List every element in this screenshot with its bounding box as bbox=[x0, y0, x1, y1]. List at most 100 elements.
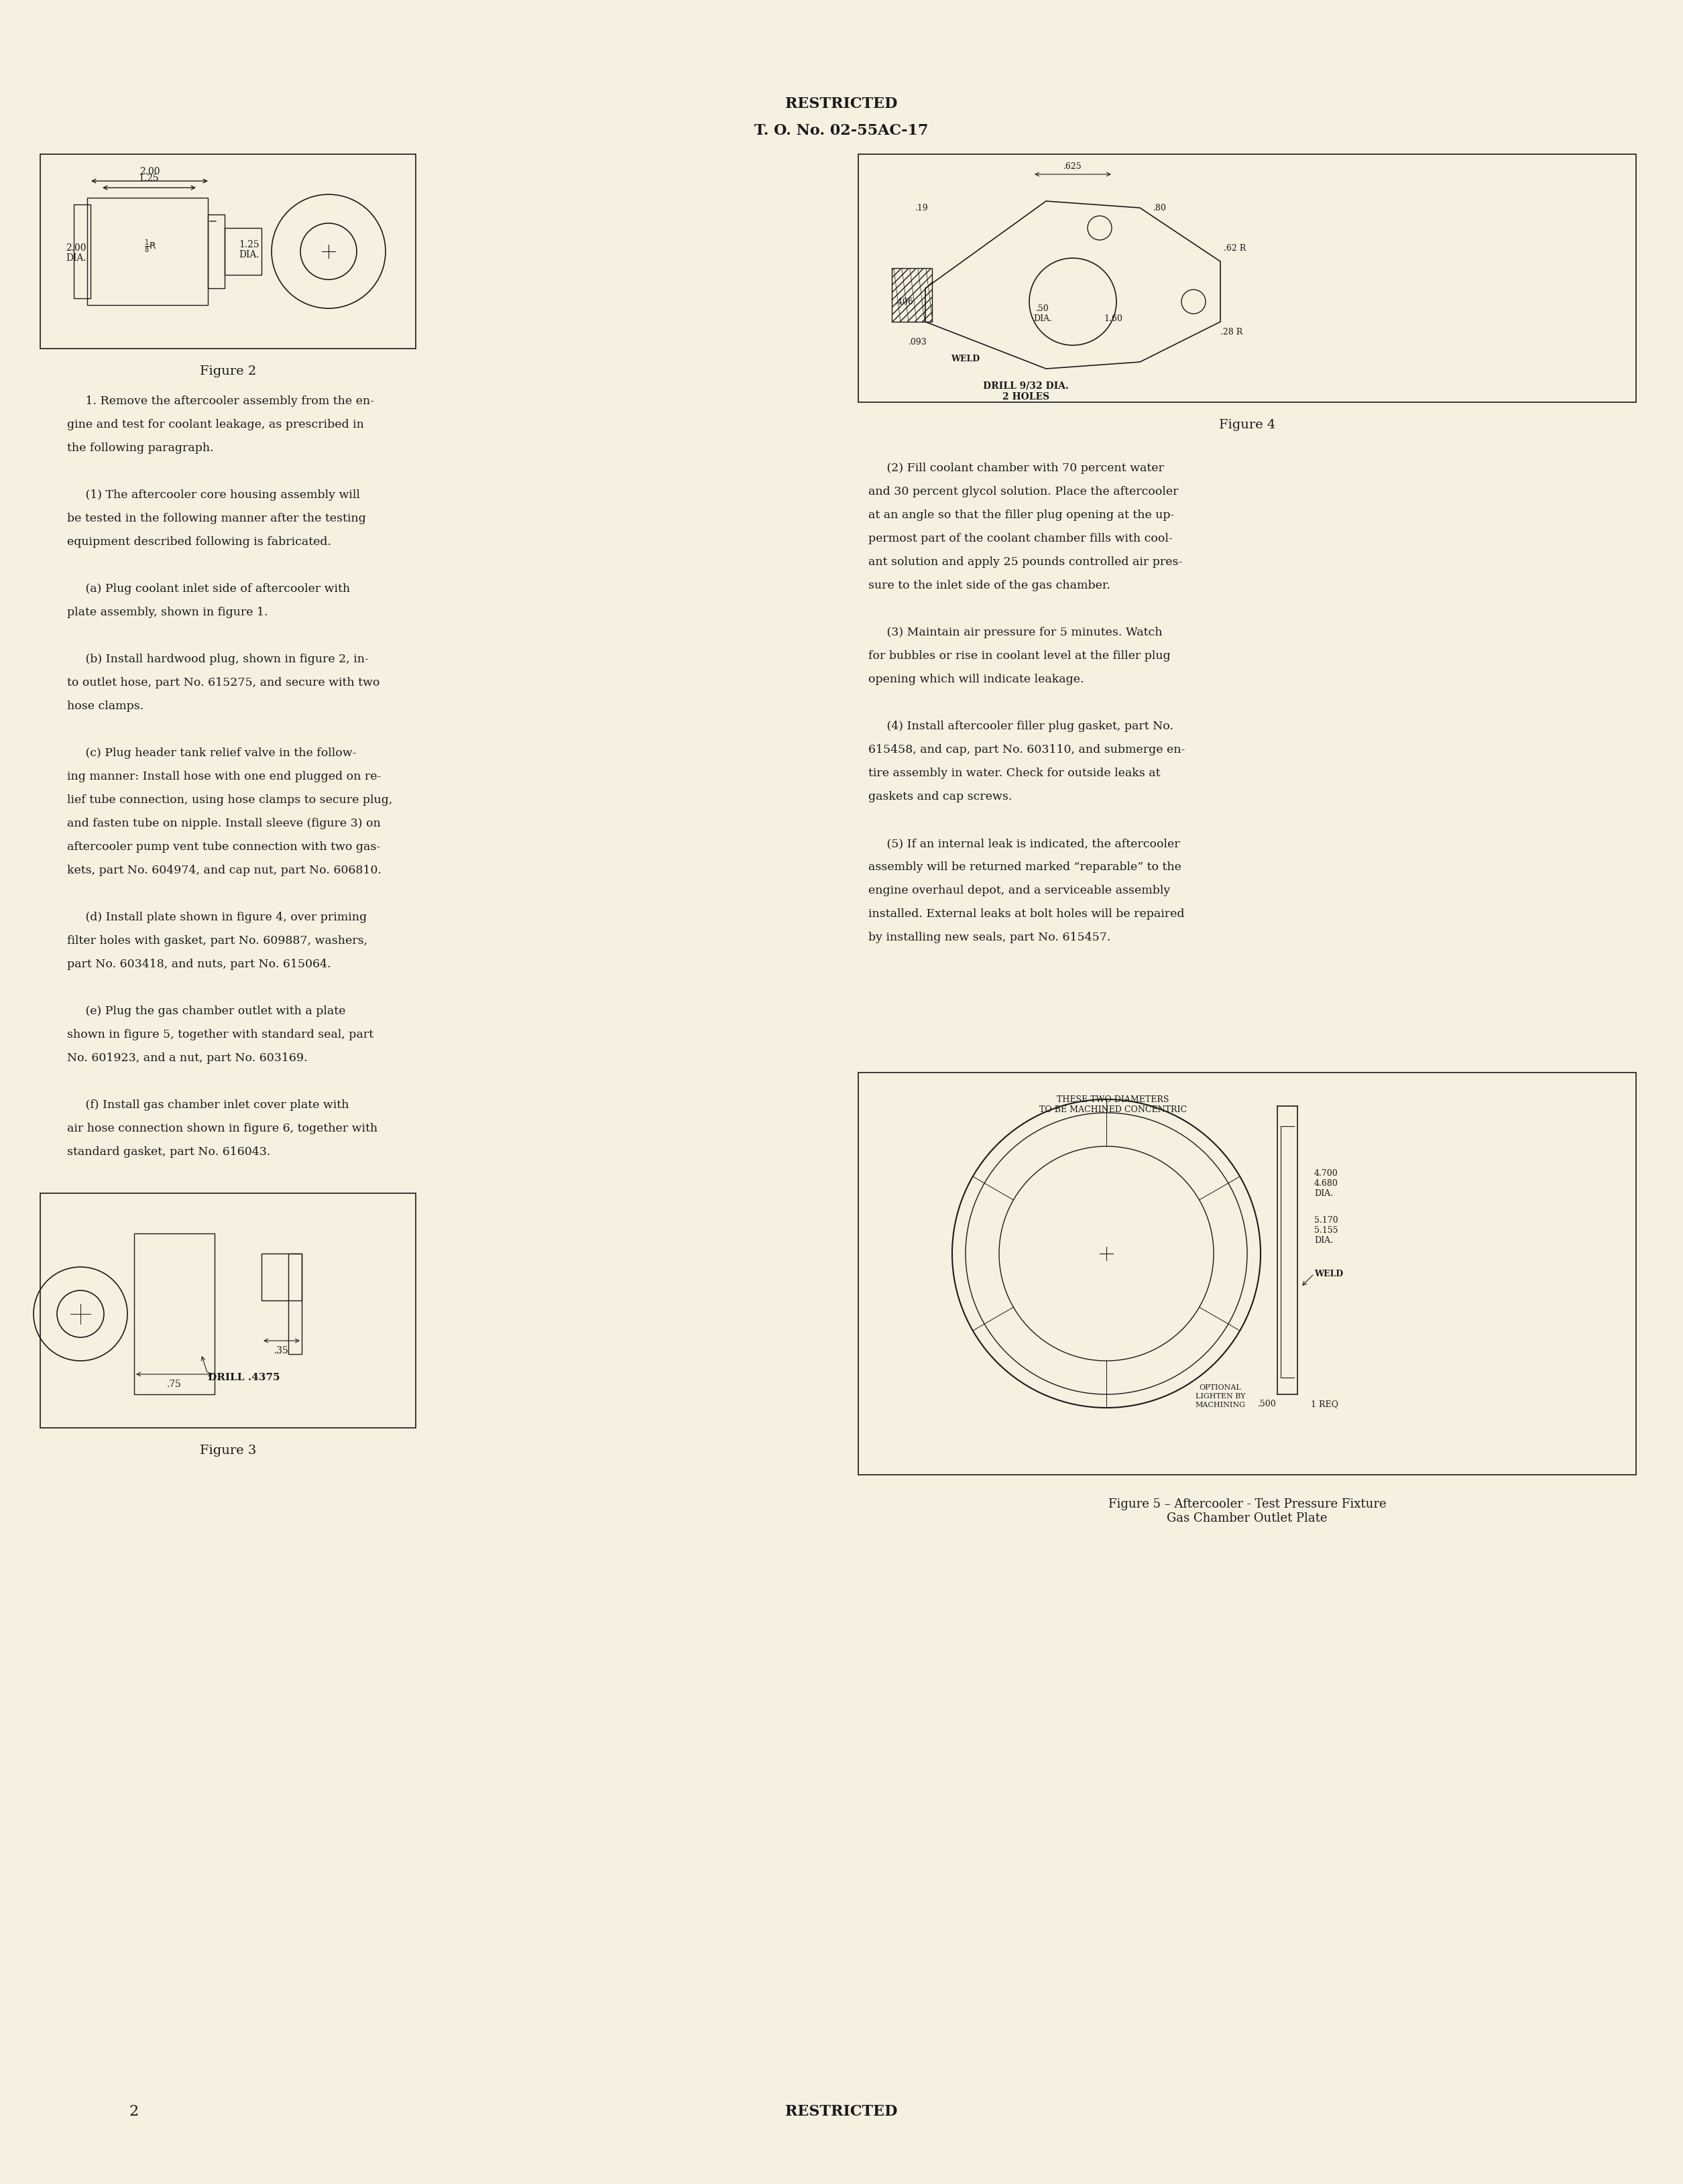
Text: 2.00: 2.00 bbox=[66, 242, 86, 253]
Text: .625: .625 bbox=[1064, 162, 1082, 170]
Text: (3) Maintain air pressure for 5 minutes. Watch: (3) Maintain air pressure for 5 minutes.… bbox=[868, 627, 1163, 638]
Text: opening which will indicate leakage.: opening which will indicate leakage. bbox=[868, 673, 1084, 686]
Text: OPTIONAL: OPTIONAL bbox=[1200, 1385, 1242, 1391]
Text: standard gasket, part No. 616043.: standard gasket, part No. 616043. bbox=[67, 1147, 271, 1158]
Text: LIGHTEN BY: LIGHTEN BY bbox=[1195, 1393, 1245, 1400]
Text: 2 HOLES: 2 HOLES bbox=[1003, 393, 1050, 402]
Text: assembly will be returned marked “reparable” to the: assembly will be returned marked “repara… bbox=[868, 860, 1181, 874]
Text: Figure 4: Figure 4 bbox=[1218, 419, 1276, 430]
Text: .35: .35 bbox=[274, 1345, 289, 1356]
Text: MACHINING: MACHINING bbox=[1195, 1402, 1245, 1409]
Text: engine overhaul depot, and a serviceable assembly: engine overhaul depot, and a serviceable… bbox=[868, 885, 1170, 895]
Text: part No. 603418, and nuts, part No. 615064.: part No. 603418, and nuts, part No. 6150… bbox=[67, 959, 332, 970]
Text: 2.00: 2.00 bbox=[140, 166, 160, 177]
Text: 1.25: 1.25 bbox=[138, 173, 160, 183]
Text: hose clamps.: hose clamps. bbox=[67, 701, 143, 712]
Text: be tested in the following manner after the testing: be tested in the following manner after … bbox=[67, 513, 365, 524]
Text: aftercooler pump vent tube connection with two gas-: aftercooler pump vent tube connection wi… bbox=[67, 841, 380, 852]
Text: .62 R: .62 R bbox=[1224, 245, 1245, 253]
Text: equipment described following is fabricated.: equipment described following is fabrica… bbox=[67, 537, 332, 548]
Text: (e) Plug the gas chamber outlet with a plate: (e) Plug the gas chamber outlet with a p… bbox=[67, 1005, 345, 1018]
Text: at an angle so that the filler plug opening at the up-: at an angle so that the filler plug open… bbox=[868, 509, 1175, 520]
Text: THESE TWO DIAMETERS: THESE TWO DIAMETERS bbox=[1057, 1094, 1170, 1103]
Text: (a) Plug coolant inlet side of aftercooler with: (a) Plug coolant inlet side of aftercool… bbox=[67, 583, 350, 594]
Text: .19: .19 bbox=[916, 203, 929, 212]
Text: .093: .093 bbox=[909, 339, 927, 347]
Text: by installing new seals, part No. 615457.: by installing new seals, part No. 615457… bbox=[868, 933, 1111, 943]
Bar bbox=[224, 227, 261, 275]
Text: .500: .500 bbox=[1257, 1400, 1277, 1409]
Text: RESTRICTED: RESTRICTED bbox=[786, 2103, 897, 2118]
Text: tire assembly in water. Check for outside leaks at: tire assembly in water. Check for outsid… bbox=[868, 767, 1160, 780]
Text: and fasten tube on nipple. Install sleeve (figure 3) on: and fasten tube on nipple. Install sleev… bbox=[67, 817, 380, 830]
Text: shown in figure 5, together with standard seal, part: shown in figure 5, together with standar… bbox=[67, 1029, 374, 1040]
Text: DIA.: DIA. bbox=[1314, 1188, 1333, 1197]
Text: 1.60: 1.60 bbox=[1104, 314, 1123, 323]
Text: lief tube connection, using hose clamps to secure plug,: lief tube connection, using hose clamps … bbox=[67, 795, 392, 806]
Text: Figure 2: Figure 2 bbox=[200, 365, 256, 378]
Text: 1. Remove the aftercooler assembly from the en-: 1. Remove the aftercooler assembly from … bbox=[67, 395, 374, 406]
Text: (c) Plug header tank relief valve in the follow-: (c) Plug header tank relief valve in the… bbox=[67, 747, 357, 758]
Text: DIA.: DIA. bbox=[1314, 1236, 1333, 1245]
Bar bbox=[88, 199, 209, 306]
Text: ant solution and apply 25 pounds controlled air pres-: ant solution and apply 25 pounds control… bbox=[868, 557, 1183, 568]
Bar bbox=[40, 1192, 416, 1428]
Text: .50: .50 bbox=[1037, 304, 1049, 312]
Bar bbox=[74, 205, 91, 299]
Text: .75: .75 bbox=[167, 1380, 182, 1389]
Text: kets, part No. 604974, and cap nut, part No. 606810.: kets, part No. 604974, and cap nut, part… bbox=[67, 865, 382, 876]
Text: WELD: WELD bbox=[1314, 1269, 1343, 1278]
Text: (d) Install plate shown in figure 4, over priming: (d) Install plate shown in figure 4, ove… bbox=[67, 911, 367, 924]
Text: DIA.: DIA. bbox=[239, 249, 259, 260]
Text: sure to the inlet side of the gas chamber.: sure to the inlet side of the gas chambe… bbox=[868, 581, 1111, 592]
Text: No. 601923, and a nut, part No. 603169.: No. 601923, and a nut, part No. 603169. bbox=[67, 1053, 308, 1064]
Text: (b) Install hardwood plug, shown in figure 2, in-: (b) Install hardwood plug, shown in figu… bbox=[67, 653, 369, 664]
Text: gaskets and cap screws.: gaskets and cap screws. bbox=[868, 791, 1011, 802]
Text: installed. External leaks at bolt holes will be repaired: installed. External leaks at bolt holes … bbox=[868, 909, 1185, 919]
Text: 1.25: 1.25 bbox=[239, 240, 259, 249]
Bar bbox=[892, 269, 932, 321]
Text: (5) If an internal leak is indicated, the aftercooler: (5) If an internal leak is indicated, th… bbox=[868, 839, 1180, 850]
Text: Figure 5 – Aftercooler - Test Pressure Fixture
Gas Chamber Outlet Plate: Figure 5 – Aftercooler - Test Pressure F… bbox=[1107, 1498, 1387, 1524]
Bar bbox=[288, 1254, 301, 1354]
Bar bbox=[858, 155, 1636, 402]
Text: and 30 percent glycol solution. Place the aftercooler: and 30 percent glycol solution. Place th… bbox=[868, 487, 1178, 498]
Text: permost part of the coolant chamber fills with cool-: permost part of the coolant chamber fill… bbox=[868, 533, 1173, 544]
Text: for bubbles or rise in coolant level at the filler plug: for bubbles or rise in coolant level at … bbox=[868, 651, 1170, 662]
Text: (1) The aftercooler core housing assembly will: (1) The aftercooler core housing assembl… bbox=[67, 489, 360, 500]
Text: 4.700: 4.700 bbox=[1314, 1168, 1338, 1177]
Bar bbox=[261, 1254, 301, 1299]
Text: Figure 3: Figure 3 bbox=[200, 1444, 256, 1457]
Text: to outlet hose, part No. 615275, and secure with two: to outlet hose, part No. 615275, and sec… bbox=[67, 677, 380, 688]
Text: 5.170: 5.170 bbox=[1314, 1216, 1338, 1225]
Text: 4.680: 4.680 bbox=[1314, 1179, 1338, 1188]
Bar bbox=[209, 214, 224, 288]
Text: .80: .80 bbox=[1153, 203, 1166, 212]
Text: filter holes with gasket, part No. 609887, washers,: filter holes with gasket, part No. 60988… bbox=[67, 935, 367, 946]
Text: 5.155: 5.155 bbox=[1314, 1225, 1338, 1234]
Text: 1 REQ: 1 REQ bbox=[1311, 1400, 1338, 1409]
Text: ing manner: Install hose with one end plugged on re-: ing manner: Install hose with one end pl… bbox=[67, 771, 380, 782]
Bar bbox=[40, 155, 416, 349]
Text: T. O. No. 02-55AC-17: T. O. No. 02-55AC-17 bbox=[754, 122, 929, 138]
Text: DIA.: DIA. bbox=[66, 253, 86, 262]
Text: 2: 2 bbox=[130, 2103, 138, 2118]
Text: DIA.: DIA. bbox=[1033, 314, 1052, 323]
Text: RESTRICTED: RESTRICTED bbox=[786, 96, 897, 111]
Text: (4) Install aftercooler filler plug gasket, part No.: (4) Install aftercooler filler plug gask… bbox=[868, 721, 1173, 732]
Text: WELD: WELD bbox=[951, 354, 980, 363]
Text: (2) Fill coolant chamber with 70 percent water: (2) Fill coolant chamber with 70 percent… bbox=[868, 463, 1165, 474]
Text: .28 R: .28 R bbox=[1220, 328, 1242, 336]
Bar bbox=[858, 1072, 1636, 1474]
Text: .406: .406 bbox=[895, 297, 914, 306]
Text: TO BE MACHINED CONCENTRIC: TO BE MACHINED CONCENTRIC bbox=[1040, 1105, 1187, 1114]
Bar bbox=[135, 1234, 214, 1393]
Text: DRILL 9/32 DIA.: DRILL 9/32 DIA. bbox=[983, 380, 1069, 391]
Text: the following paragraph.: the following paragraph. bbox=[67, 443, 214, 454]
Text: DRILL .4375: DRILL .4375 bbox=[209, 1374, 279, 1382]
Text: (f) Install gas chamber inlet cover plate with: (f) Install gas chamber inlet cover plat… bbox=[67, 1099, 348, 1112]
Text: gine and test for coolant leakage, as prescribed in: gine and test for coolant leakage, as pr… bbox=[67, 419, 364, 430]
Text: plate assembly, shown in figure 1.: plate assembly, shown in figure 1. bbox=[67, 607, 268, 618]
Text: $\frac{1}{8}$R: $\frac{1}{8}$R bbox=[145, 238, 157, 256]
Text: air hose connection shown in figure 6, together with: air hose connection shown in figure 6, t… bbox=[67, 1123, 377, 1133]
